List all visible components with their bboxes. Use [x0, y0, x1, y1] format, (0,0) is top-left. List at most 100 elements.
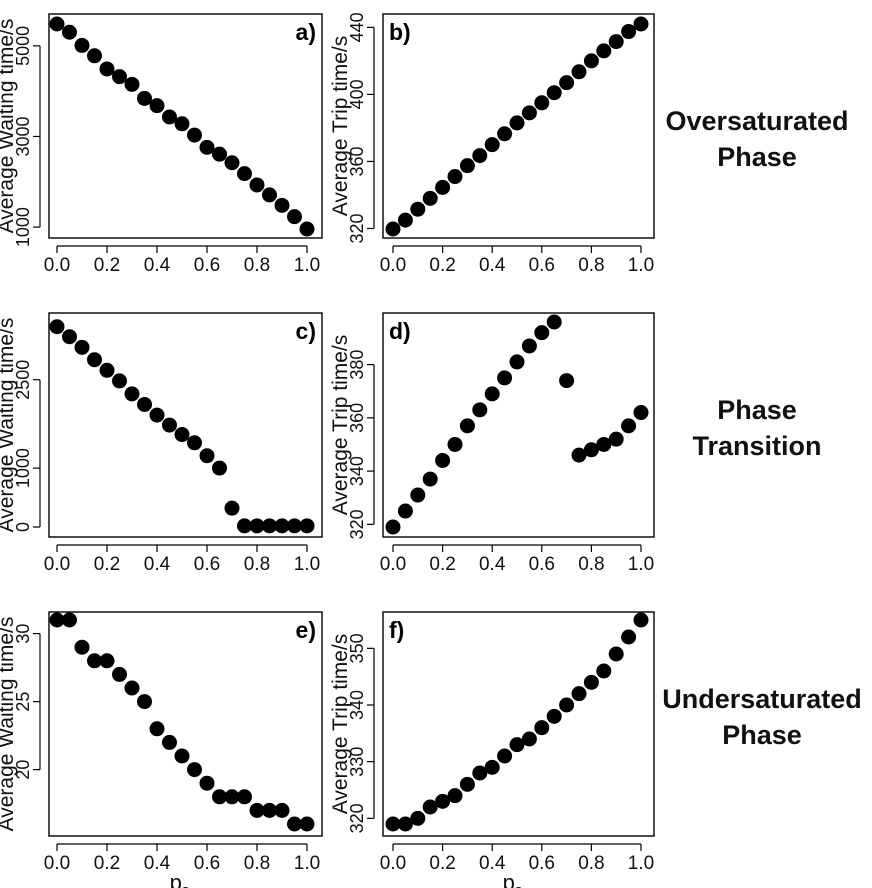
data-point	[199, 775, 215, 791]
data-point	[237, 789, 252, 805]
data-point	[224, 789, 240, 805]
data-point	[162, 417, 177, 433]
plot-frame-b	[382, 13, 655, 239]
data-point	[299, 221, 315, 237]
data-point	[459, 418, 475, 434]
x-tick-label: 0.4	[479, 853, 506, 874]
x-axis-title-sub: s	[182, 882, 190, 888]
data-point	[187, 127, 202, 143]
data-point	[74, 639, 90, 655]
data-point	[99, 653, 115, 669]
x-tick-label: 1.0	[628, 853, 654, 874]
data-point	[212, 789, 227, 805]
y-axis-title: Average Waiting time/s	[0, 617, 18, 832]
data-point	[509, 115, 525, 131]
phase-label-line2: Phase	[722, 720, 802, 750]
data-point	[447, 436, 463, 452]
data-point	[124, 76, 140, 92]
data-point	[435, 452, 451, 468]
data-point	[187, 762, 202, 778]
data-point	[174, 116, 190, 132]
data-point	[287, 816, 302, 832]
data-point	[287, 518, 302, 534]
y-tick-label: 0	[13, 522, 33, 532]
x-tick-label: 0.0	[380, 255, 406, 276]
x-tick-label: 0.6	[194, 255, 220, 276]
data-point	[596, 663, 612, 679]
data-point	[137, 396, 152, 412]
data-point	[583, 53, 599, 69]
data-point	[274, 518, 290, 534]
data-point	[99, 61, 115, 77]
data-point	[509, 737, 525, 753]
data-point	[62, 24, 77, 40]
y-tick-label: 1000	[13, 448, 33, 488]
data-point	[299, 518, 315, 534]
y-tick-label: 320	[347, 803, 367, 833]
x-tick-label: 0.0	[380, 554, 406, 575]
data-point	[559, 373, 575, 389]
x-tick-label: 0.4	[144, 255, 171, 276]
data-point	[249, 177, 265, 193]
data-point	[559, 697, 575, 713]
y-tick-label: 400	[347, 79, 367, 109]
x-tick-label: 0.4	[479, 255, 506, 276]
data-point	[484, 386, 500, 402]
plot-frame-c	[48, 312, 323, 538]
data-point	[87, 48, 102, 64]
data-point	[422, 190, 438, 206]
x-tick-label: 0.8	[244, 853, 270, 874]
data-point	[62, 329, 77, 345]
data-point	[484, 759, 500, 775]
data-point	[447, 169, 463, 185]
x-tick-label: 0.2	[94, 554, 120, 575]
data-point	[262, 518, 277, 534]
panel-label-f: f)	[389, 617, 404, 643]
y-axis-title: Average Trip time/s	[329, 335, 352, 516]
data-point	[174, 427, 190, 443]
data-point	[112, 373, 127, 389]
data-point	[534, 720, 550, 736]
data-point	[124, 680, 140, 696]
panel-label-a: a)	[296, 19, 316, 45]
data-point	[621, 418, 637, 434]
x-tick-label: 0.6	[194, 554, 220, 575]
x-tick-label: 1.0	[628, 554, 654, 575]
phase-label-transition: Phase Transition	[652, 392, 862, 464]
x-tick-label: 0.8	[244, 554, 270, 575]
data-point	[435, 179, 451, 195]
data-point	[49, 612, 65, 628]
y-tick-label: 25	[13, 692, 33, 712]
x-tick-label: 0.6	[529, 255, 555, 276]
data-point	[74, 37, 90, 53]
data-point	[112, 69, 127, 85]
data-point	[274, 802, 290, 818]
data-point	[199, 139, 215, 155]
data-point	[410, 201, 426, 217]
data-point	[149, 98, 165, 114]
data-point	[162, 109, 177, 125]
data-point	[497, 126, 513, 142]
y-tick-label: 3000	[13, 116, 33, 156]
x-tick-label: 0.8	[578, 255, 604, 276]
x-tick-label: 0.2	[429, 255, 455, 276]
y-axis-title: Average Waiting time/s	[0, 19, 18, 234]
data-point	[521, 731, 537, 747]
data-point	[410, 487, 426, 503]
y-tick-label: 340	[347, 690, 367, 720]
data-point	[49, 319, 65, 335]
data-point	[497, 748, 513, 764]
y-tick-label: 320	[347, 509, 367, 539]
data-point	[224, 155, 240, 171]
plot-frame-e	[48, 611, 323, 837]
x-tick-label: 0.6	[529, 853, 555, 874]
data-point	[49, 16, 65, 32]
data-point	[287, 209, 302, 225]
data-point	[237, 166, 252, 182]
data-point	[422, 799, 438, 815]
plot-frame-a	[48, 13, 323, 239]
data-point	[447, 788, 463, 804]
data-point	[633, 612, 649, 628]
data-point	[497, 370, 513, 386]
